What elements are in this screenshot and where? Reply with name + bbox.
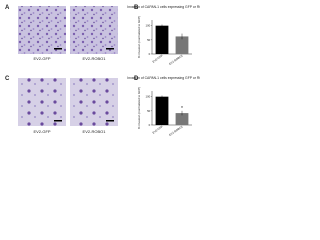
scale-bar	[106, 120, 114, 122]
x-tick-label: EV2-GFP	[151, 124, 163, 134]
scale-bar	[106, 48, 114, 50]
y-axis-label: % invasion (normalized to GFP)	[137, 16, 141, 58]
figure: A EV2-GFP EV2-ROBO1 C EV2-GFP EV2-ROBO1 …	[5, 5, 200, 137]
y-tick-label: 50	[147, 109, 151, 113]
micrograph	[18, 78, 66, 126]
image-label: EV2-ROBO1	[83, 129, 107, 134]
micrograph	[70, 6, 118, 54]
micrograph	[18, 6, 66, 54]
y-tick-label: 100	[146, 24, 151, 28]
panel-a: A EV2-GFP EV2-ROBO1	[5, 5, 118, 61]
image-label: EV2-GFP	[33, 56, 50, 61]
x-tick-label: EV2-ROBO1	[168, 124, 184, 137]
panel-label: D	[134, 76, 139, 82]
y-tick-label: 100	[146, 95, 151, 99]
panel-c: C EV2-GFP EV2-ROBO1	[5, 76, 118, 134]
panel-label: B	[134, 5, 139, 11]
micrograph	[70, 78, 118, 126]
chart-title: Invasion of CAPAN-1 cells expressing GFP…	[127, 76, 200, 80]
annotation: *	[181, 106, 183, 112]
chart-title: Invasion of CAPAN-1 cells expressing GFP…	[127, 5, 200, 9]
y-tick-label: 0	[149, 123, 151, 127]
x-tick-label: EV2-GFP	[151, 53, 163, 63]
x-tick-label: EV2-ROBO1	[168, 53, 184, 66]
image-label: EV2-GFP	[33, 129, 50, 134]
bar	[155, 25, 169, 54]
y-tick-label: 50	[147, 38, 151, 42]
scale-bar	[54, 120, 62, 122]
bar	[175, 113, 189, 125]
scale-bar	[54, 48, 62, 50]
panel-label: A	[5, 5, 10, 11]
y-axis-label: % invasion (normalized to GFP)	[137, 87, 141, 129]
bar	[155, 96, 169, 125]
y-tick-label: 0	[149, 52, 151, 56]
panel-label: C	[5, 76, 10, 82]
bar	[175, 36, 189, 54]
image-label: EV2-ROBO1	[83, 56, 107, 61]
